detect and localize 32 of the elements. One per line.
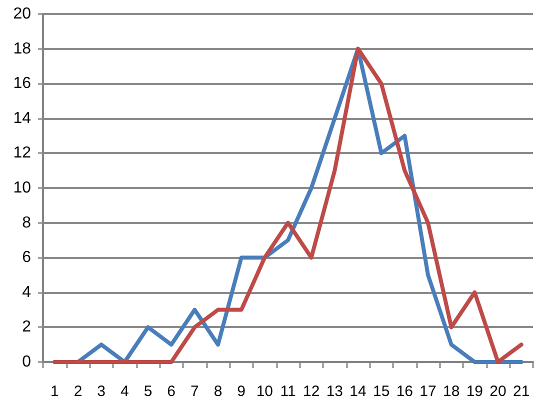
x-tick-label: 3: [97, 383, 106, 400]
x-tick-label: 9: [237, 383, 246, 400]
x-tick-label: 16: [396, 383, 414, 400]
y-tick-label: 0: [22, 354, 32, 370]
x-tick-label: 17: [420, 383, 436, 400]
x-tick-label: 4: [120, 383, 129, 400]
x-tick-label: 15: [372, 383, 390, 400]
x-tick-label: 19: [466, 383, 484, 400]
x-tick-label: 12: [302, 383, 320, 400]
x-tick-label: 18: [442, 383, 460, 400]
x-tick-label: 6: [167, 383, 176, 400]
y-tick-label: 20: [13, 6, 32, 22]
y-tick-label: 4: [22, 284, 32, 301]
x-tick-label: 7: [190, 383, 199, 400]
x-tick-label: 5: [144, 383, 152, 400]
y-tick-label: 12: [13, 144, 32, 162]
y-tick-label: 6: [22, 249, 32, 266]
y-tick-label: 8: [22, 214, 32, 232]
x-tick-label: 20: [490, 383, 506, 400]
x-tick-label: 11: [280, 383, 296, 400]
x-tick-label: 8: [214, 383, 222, 400]
x-tick-label: 13: [326, 383, 344, 400]
x-tick-label: 21: [512, 383, 530, 400]
y-tick-label: 14: [13, 110, 32, 127]
y-tick-label: 2: [22, 318, 32, 336]
x-tick-label: 1: [50, 383, 59, 400]
x-tick-label: 14: [350, 383, 366, 400]
x-tick-label: 2: [74, 383, 82, 400]
x-tick-label: 10: [256, 383, 274, 400]
y-tick-label: 16: [13, 75, 32, 92]
y-tick-label: 10: [13, 180, 32, 196]
y-tick-label: 18: [13, 40, 32, 58]
